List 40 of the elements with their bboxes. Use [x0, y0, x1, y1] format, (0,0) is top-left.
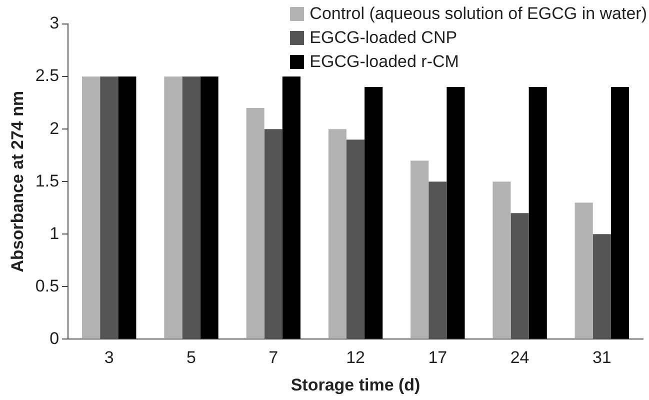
bar [82, 76, 100, 339]
bar [610, 87, 630, 339]
bar [428, 182, 447, 339]
y-axis-title: Absorbance at 274 nm [8, 90, 27, 272]
x-tick-label: 24 [510, 348, 530, 368]
bar [246, 108, 264, 339]
x-tick-label: 7 [268, 348, 278, 368]
bar [100, 76, 118, 339]
x-axis-title: Storage time (d) [290, 375, 420, 394]
bar [528, 87, 547, 339]
legend-label: EGCG-loaded r-CM [310, 51, 459, 73]
y-tick-label: 0 [50, 328, 60, 348]
bar [118, 76, 136, 339]
bar [492, 182, 511, 339]
bar [510, 213, 529, 339]
bar [264, 129, 282, 339]
legend-label: EGCG-loaded CNP [310, 27, 458, 49]
legend-label: Control (aqueous solution of EGCG in water) [310, 3, 647, 25]
y-tick-label: 2.5 [35, 66, 60, 86]
x-tick-label: 3 [104, 348, 114, 368]
bar [200, 76, 218, 339]
x-tick-label: 5 [186, 348, 196, 368]
bar [410, 160, 429, 339]
bar [574, 202, 593, 339]
x-tick-label: 31 [592, 348, 612, 368]
bar [364, 87, 383, 339]
x-tick-label: 17 [428, 348, 448, 368]
y-tick-label: 3 [50, 14, 60, 33]
bar [346, 140, 365, 339]
bar [164, 76, 182, 339]
bar [446, 87, 465, 339]
bar [592, 234, 611, 339]
y-tick-label: 0.5 [35, 276, 60, 296]
bar [328, 129, 346, 339]
bar [182, 76, 200, 339]
bar [282, 76, 300, 339]
y-tick-label: 2 [50, 118, 60, 138]
y-tick-label: 1 [50, 224, 60, 243]
x-tick-label: 12 [346, 348, 365, 368]
y-tick-label: 1.5 [35, 171, 60, 190]
